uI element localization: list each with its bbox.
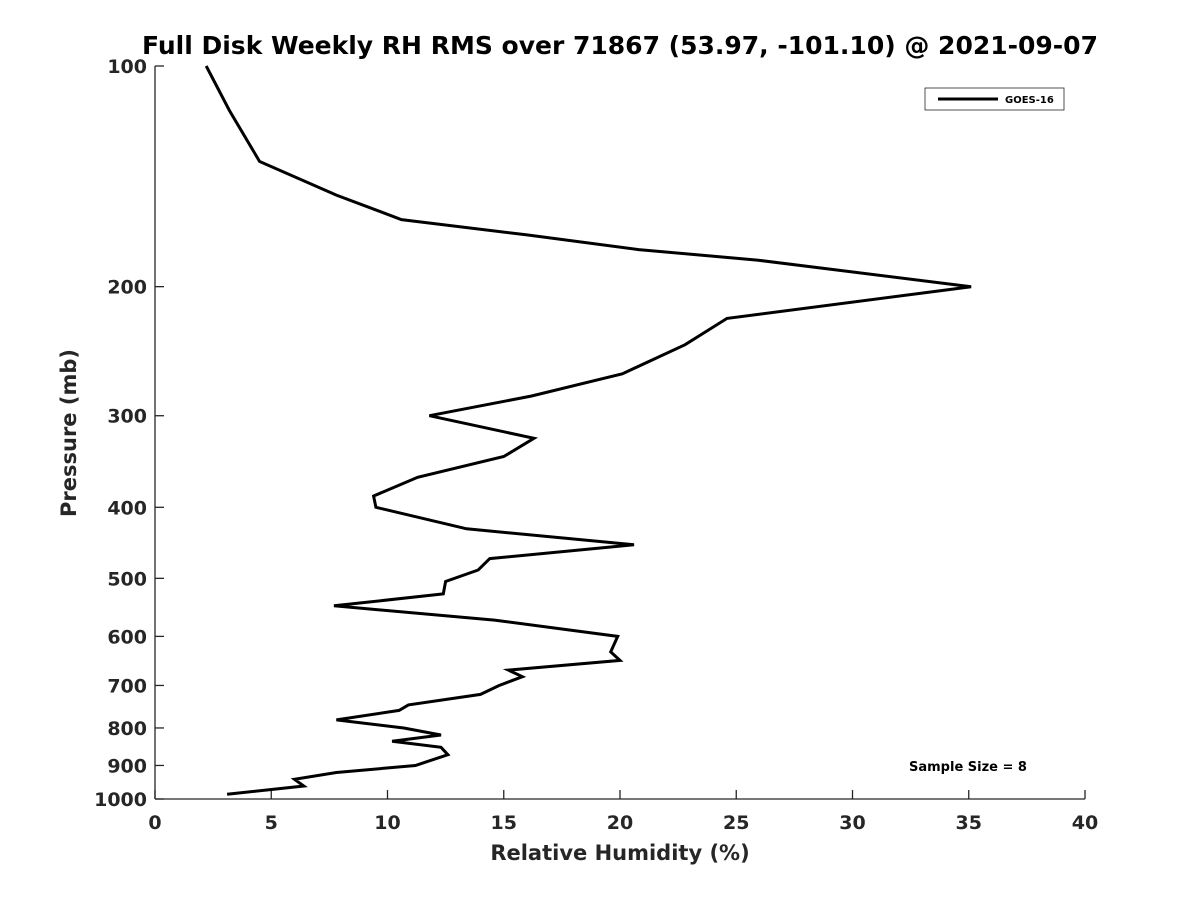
x-tick-label: 5 (265, 812, 278, 834)
y-tick-label: 700 (107, 675, 147, 697)
x-tick-label: 0 (148, 812, 161, 834)
y-tick-label: 400 (107, 497, 147, 519)
y-tick-label: 500 (107, 568, 147, 590)
y-tick-label: 200 (107, 277, 147, 299)
y-axis-label: Pressure (mb) (57, 349, 81, 517)
series-group (204, 65, 972, 796)
x-tick-label: 20 (607, 812, 633, 834)
legend-label-goes-16: GOES-16 (1005, 95, 1054, 106)
y-ticks: 100 200 300 400 500 600 700 800 900 1000 (94, 56, 164, 811)
y-tick-label: 100 (107, 56, 147, 78)
x-ticks: 0 5 10 15 20 25 30 35 40 (148, 790, 1098, 834)
x-tick-label: 30 (839, 812, 865, 834)
x-axis-label: Relative Humidity (%) (490, 841, 749, 865)
y-tick-label: 800 (107, 718, 147, 740)
legend: GOES-16 (924, 87, 1065, 111)
x-tick-label: 40 (1072, 812, 1098, 834)
chart-title: Full Disk Weekly RH RMS over 71867 (53.9… (142, 31, 1098, 60)
x-tick-label: 15 (491, 812, 517, 834)
x-tick-label: 10 (374, 812, 400, 834)
y-tick-label: 1000 (94, 789, 147, 811)
x-tick-label: 35 (956, 812, 982, 834)
sample-size-annotation: Sample Size = 8 (909, 760, 1027, 775)
y-tick-label: 900 (107, 755, 147, 777)
series-line-goes-16 (204, 65, 972, 796)
y-tick-label: 300 (107, 406, 147, 428)
y-tick-label: 600 (107, 626, 147, 648)
x-tick-label: 25 (723, 812, 749, 834)
